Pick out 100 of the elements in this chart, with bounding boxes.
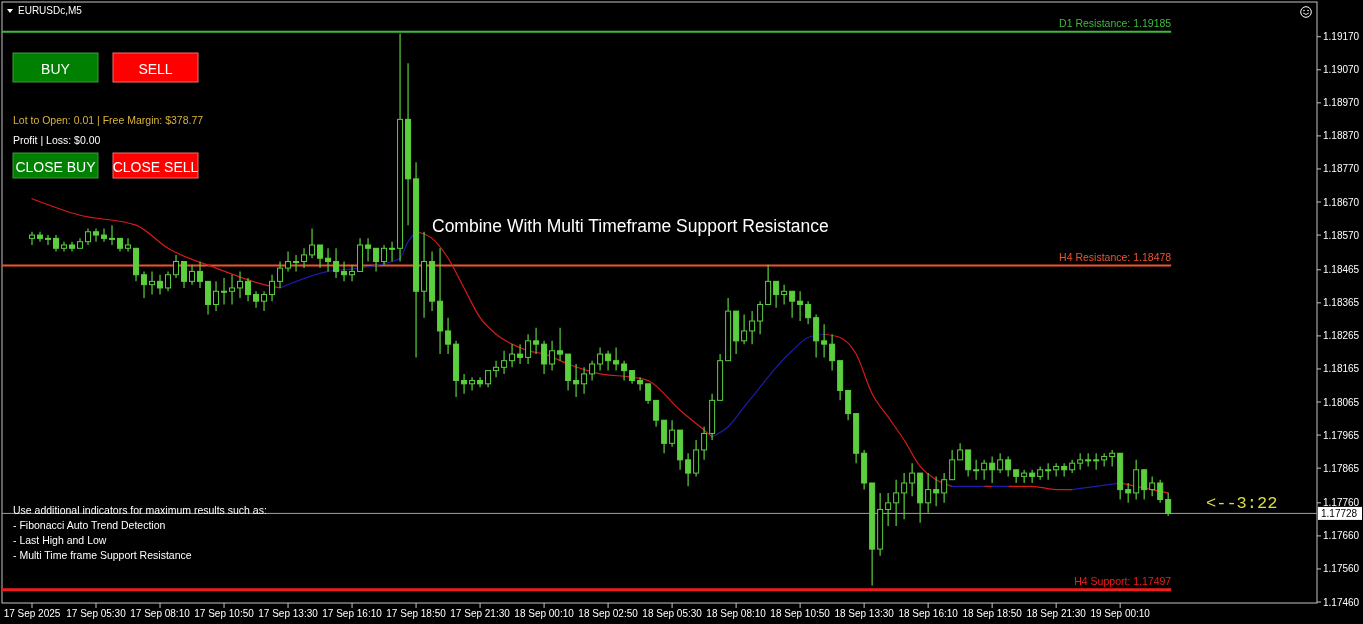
candlestick [157,274,164,296]
y-tick-label: 1.18165 [1323,363,1360,375]
annotation: - Multi Time frame Support Resistance [13,549,192,561]
chart-title: EURUSDc,M5 [18,5,83,16]
ref-line-label: H4 Resistance: 1.18478 [1059,251,1172,264]
candlestick [509,343,516,368]
ref-line-label: 1.17728 [1321,507,1358,519]
candlestick [941,472,948,504]
candlestick [685,452,692,487]
candlestick [525,333,532,365]
candlestick [269,274,276,302]
candlestick [621,360,628,382]
candlestick [325,247,332,273]
candlestick [909,462,916,497]
candlestick [973,459,980,481]
candlestick [749,310,756,345]
candlestick [45,234,52,246]
ref-line-label: D1 Resistance: 1.19185 [1059,16,1172,29]
candlestick [661,419,668,454]
candlestick [981,459,988,481]
y-tick-label: 1.18065 [1323,396,1360,408]
candlestick [1157,479,1164,504]
candlestick [653,399,660,428]
candlestick [925,472,932,514]
candlestick [173,254,180,279]
candlestick [309,227,316,259]
candlestick [293,254,300,273]
candlestick [965,449,972,477]
annotation: Use additional indicators for maximum results such as: [13,504,267,516]
y-tick-label: 1.18365 [1323,297,1360,309]
candlestick [389,241,396,263]
candlestick [317,244,324,269]
x-tick-label: 17 Sep 13:30 [258,608,319,619]
candlestick [893,479,900,527]
annotation: <--3:22 [1206,494,1278,513]
y-tick-label: 1.18770 [1323,163,1360,175]
candlestick [581,366,588,395]
x-tick-label: 18 Sep 16:10 [898,608,959,619]
candlestick [533,327,540,355]
annotation: SELL [138,60,173,77]
candlestick [477,376,484,388]
candlestick [229,274,236,306]
candlestick [29,231,35,246]
candlestick [245,277,252,302]
candlestick [589,360,596,382]
candlestick [333,247,340,279]
x-tick-label: 18 Sep 13:30 [834,608,895,619]
candlestick [1005,455,1012,477]
candlestick [821,323,828,358]
y-tick-label: 1.19070 [1323,64,1360,76]
candlestick [277,260,284,289]
annotation: Combine With Multi Timeframe Support Resistance [432,216,829,236]
candlestick [285,251,292,273]
candlestick [813,313,820,358]
candlestick [1141,469,1148,501]
candlestick [261,290,268,312]
candlestick [765,264,772,306]
candlestick [789,290,796,319]
candlestick [989,455,996,484]
y-tick-label: 1.18265 [1323,330,1360,342]
candlestick [701,426,708,461]
y-tick-label: 1.18870 [1323,130,1360,142]
candlestick [797,290,804,322]
candlestick [445,317,452,355]
y-tick-label: 1.17560 [1323,563,1360,575]
candlestick [197,260,204,289]
candlestick [805,300,812,325]
x-tick-label: 18 Sep 10:50 [770,608,831,619]
annotation: CLOSE SELL [112,158,199,175]
x-tick-label: 17 Sep 10:50 [194,608,255,619]
candlestick [541,340,548,375]
candlestick [501,350,508,375]
annotation: Profit | Loss: $0.00 [13,134,101,146]
candlestick [373,247,380,273]
candlestick [637,376,644,392]
annotation: BUY [41,60,71,77]
y-tick-label: 1.18465 [1323,264,1360,276]
candlestick [237,270,244,299]
ref-line-label: H4 Support: 1.17497 [1074,574,1172,587]
candlestick [461,373,468,395]
x-tick-label: 18 Sep 08:10 [706,608,767,619]
y-tick-label: 1.17460 [1323,596,1360,608]
candlestick [93,227,100,243]
candlestick [101,227,108,243]
annotation: Lot to Open: 0.01 | Free Margin: $378.77 [13,114,204,126]
candlestick [149,270,156,296]
candlestick [557,327,564,362]
candlestick [781,284,788,306]
candlestick [213,280,220,312]
candlestick [253,290,260,309]
candlestick [341,260,348,282]
candlestick [517,343,524,365]
y-tick-label: 1.19170 [1323,31,1360,43]
x-tick-label: 17 Sep 16:10 [322,608,383,619]
y-tick-label: 1.17660 [1323,530,1360,542]
x-tick-label: 18 Sep 00:10 [514,608,575,619]
candlestick [997,452,1004,474]
x-tick-label: 18 Sep 21:30 [1026,608,1087,619]
candlestick [125,237,132,253]
candlestick [605,350,612,372]
